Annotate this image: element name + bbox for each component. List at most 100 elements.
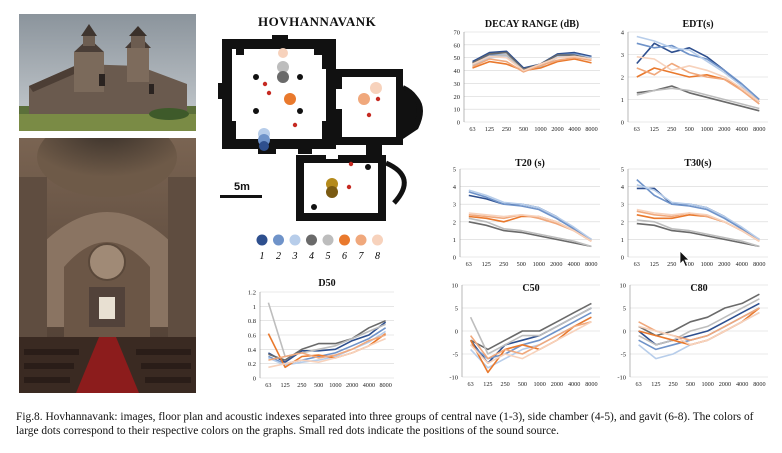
x-tick-label: 250 bbox=[502, 126, 511, 133]
series-line-5 bbox=[636, 87, 760, 110]
legend-dot-3 bbox=[289, 234, 301, 246]
y-tick-label: 0 bbox=[253, 376, 256, 383]
legend-label-1: 1 bbox=[260, 251, 265, 262]
y-tick-label: 0.6 bbox=[248, 333, 257, 340]
y-tick-label: -10 bbox=[617, 375, 626, 382]
x-tick-label: 500 bbox=[686, 381, 695, 388]
y-tick-label: -5 bbox=[621, 352, 626, 359]
series-line-8 bbox=[268, 337, 386, 369]
y-tick-label: 70 bbox=[454, 30, 461, 37]
chart-t20: 0 1 2 3 4 5 63 125 250 500 1000 2000 4000 8000 T20 (s) bbox=[453, 158, 600, 268]
x-tick-label: 500 bbox=[517, 261, 526, 268]
x-tick-label: 63 bbox=[468, 381, 474, 388]
y-tick-label: 2 bbox=[621, 75, 624, 82]
legend-dot-2 bbox=[273, 234, 284, 246]
x-tick-label: 2000 bbox=[551, 126, 563, 133]
figure-caption: Fig.8. Hovhannavank: images, floor plan … bbox=[16, 411, 776, 438]
x-tick-label: 4000 bbox=[736, 381, 748, 388]
y-tick-label: 10 bbox=[620, 283, 627, 290]
y-tick-label: 0.4 bbox=[248, 347, 257, 354]
legend-dot-8 bbox=[372, 234, 383, 246]
caption-text: Hovhannavank: images, floor plan and aco… bbox=[16, 411, 754, 437]
series-line-1 bbox=[268, 321, 387, 363]
series-line-8 bbox=[638, 311, 760, 346]
x-tick-label: 250 bbox=[499, 261, 508, 268]
plan-source-dots bbox=[262, 81, 381, 190]
series-line-4 bbox=[636, 222, 760, 248]
x-tick-label: 63 bbox=[466, 261, 472, 268]
y-tick-label: 0.8 bbox=[248, 318, 256, 325]
x-tick-label: 2000 bbox=[718, 261, 730, 268]
y-tick-label: 4 bbox=[453, 184, 457, 191]
x-tick-label: 500 bbox=[685, 126, 694, 133]
x-tick-label: 4000 bbox=[568, 381, 580, 388]
y-tick-label: 2 bbox=[453, 219, 456, 226]
x-tick-label: 1000 bbox=[701, 126, 713, 133]
x-tick-label: 8000 bbox=[585, 126, 597, 133]
series-line-3 bbox=[636, 35, 760, 103]
series-line-8 bbox=[472, 55, 592, 72]
y-tick-label: 0 bbox=[623, 329, 626, 336]
y-tick-label: 5 bbox=[623, 306, 626, 313]
x-tick-label: 8000 bbox=[753, 381, 765, 388]
x-tick-label: 250 bbox=[667, 261, 676, 268]
y-tick-label: 1 bbox=[253, 304, 256, 311]
legend-label-3: 3 bbox=[292, 251, 298, 262]
x-tick-label: 1000 bbox=[534, 126, 546, 133]
chart-title: C50 bbox=[522, 283, 539, 294]
y-tick-label: 20 bbox=[454, 94, 461, 101]
series-line-7 bbox=[268, 334, 386, 361]
y-tick-label: 3 bbox=[621, 202, 624, 209]
chart-title: D50 bbox=[318, 278, 335, 289]
chart-title: DECAY RANGE (dB) bbox=[485, 19, 579, 30]
x-tick-label: 2000 bbox=[551, 381, 563, 388]
legend-label-2: 2 bbox=[276, 251, 281, 262]
chart-title: T20 (s) bbox=[515, 158, 545, 169]
series-line-5 bbox=[638, 298, 760, 346]
x-tick-label: 125 bbox=[650, 261, 659, 268]
x-tick-label: 125 bbox=[482, 261, 491, 268]
floor-plan-title: HOVHANNAVANK bbox=[258, 14, 377, 29]
x-tick-label: 8000 bbox=[585, 381, 597, 388]
x-tick-label: 63 bbox=[636, 381, 642, 388]
legend-dot-7 bbox=[355, 234, 367, 246]
x-tick-label: 125 bbox=[280, 382, 289, 389]
y-tick-label: 50 bbox=[454, 55, 461, 62]
y-tick-label: 0 bbox=[453, 255, 456, 262]
series-line-4 bbox=[638, 293, 760, 337]
series-line-5 bbox=[468, 217, 592, 248]
series-line-8 bbox=[636, 56, 760, 103]
x-tick-label: 8000 bbox=[753, 126, 765, 133]
y-tick-label: 3 bbox=[621, 52, 624, 59]
y-tick-label: 2 bbox=[621, 219, 624, 226]
x-tick-label: 250 bbox=[500, 381, 509, 388]
x-tick-label: 2000 bbox=[718, 126, 730, 133]
x-tick-label: 250 bbox=[667, 126, 676, 133]
x-tick-label: 1000 bbox=[533, 261, 545, 268]
x-tick-label: 1000 bbox=[533, 381, 545, 388]
scale-label: 5m bbox=[234, 181, 250, 193]
chart-t30: 0 1 2 3 4 5 63 125 250 500 1000 2000 4000 8000 T30(s) bbox=[621, 158, 768, 268]
x-tick-label: 250 bbox=[668, 381, 677, 388]
series-line-5 bbox=[469, 307, 592, 355]
chart-edt: 0 1 2 3 4 63 125 250 500 1000 2000 4000 8000 EDT(s) bbox=[621, 19, 768, 133]
x-tick-label: 4000 bbox=[568, 126, 580, 133]
y-tick-label: 0 bbox=[621, 255, 624, 262]
y-tick-label: 40 bbox=[454, 68, 461, 75]
series-line-8 bbox=[468, 212, 592, 242]
series-line-2 bbox=[636, 42, 760, 101]
y-tick-label: 30 bbox=[454, 81, 461, 88]
chart-c80: -10 -5 0 5 10 63 125 250 500 1000 2000 4000 8000 C80 bbox=[617, 283, 768, 388]
y-tick-label: 0 bbox=[455, 329, 458, 336]
chart-decay-range: 0 10 20 30 40 50 60 70 63 125 250 500 1000 2000 4000 80… bbox=[454, 19, 600, 133]
y-tick-label: 1.2 bbox=[248, 290, 256, 297]
caption-label: Fig.8. bbox=[16, 411, 43, 423]
y-tick-label: 4 bbox=[621, 30, 625, 37]
series-line-6 bbox=[469, 316, 592, 374]
y-tick-label: 4 bbox=[621, 184, 625, 191]
x-tick-label: 1000 bbox=[701, 261, 713, 268]
y-tick-label: 1 bbox=[621, 97, 624, 104]
series-line-4 bbox=[268, 319, 386, 361]
series-line-3 bbox=[636, 184, 760, 241]
series-line-2 bbox=[636, 179, 760, 241]
